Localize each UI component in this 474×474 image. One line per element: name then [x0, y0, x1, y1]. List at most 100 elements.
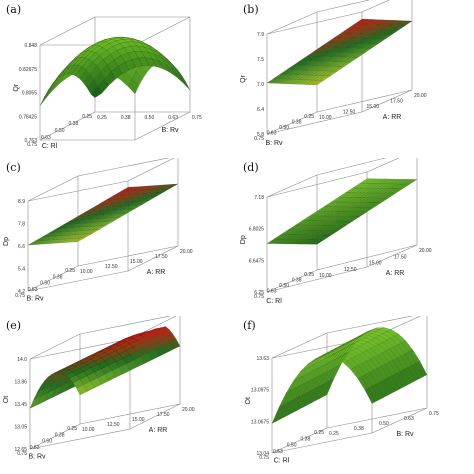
x-tick-label: 17.50: [155, 254, 168, 260]
surface: [266, 18, 413, 86]
y-tick-label: 0.38: [292, 120, 302, 126]
z-axis-title: Dp: [3, 237, 10, 246]
box-edge: [271, 427, 328, 454]
box-edge: [266, 266, 368, 293]
x-tick-label: 0.38: [354, 426, 364, 432]
x-tick-label: 0.75: [192, 115, 202, 121]
x-tick-label: 0.63: [168, 115, 178, 121]
x-tick-label: 12.50: [343, 110, 356, 116]
surface-cell: [179, 75, 191, 91]
z-axis-title: Ot: [245, 397, 252, 404]
panel-label: (e): [6, 319, 21, 332]
z-tick-label: 0.763: [24, 138, 37, 144]
box-edge: [127, 245, 179, 272]
box-edge: [77, 245, 179, 267]
box-edge: [371, 407, 428, 434]
y-axis-title: C: Rl: [274, 458, 290, 465]
z-tick-label: 7.5: [257, 57, 264, 63]
x-tick-label: 20.00: [180, 249, 193, 255]
surface-cell: [163, 183, 175, 189]
y-tick-label: 0.63: [273, 449, 283, 455]
surface-cell: [120, 186, 132, 192]
y-tick-label: 0.75: [254, 136, 264, 142]
box-edge: [271, 432, 373, 454]
x-tick-label: 0.25: [329, 431, 339, 437]
y-tick-label: 0.63: [30, 445, 40, 451]
box-edge: [29, 423, 81, 450]
panel-label: (c): [6, 161, 21, 174]
x-tick-label: 20.00: [182, 407, 195, 413]
y-tick-label: 0.38: [53, 274, 63, 280]
box-edge: [266, 11, 318, 35]
y-ticks: 0.250.380.500.630.75: [15, 268, 75, 299]
box-edge: [266, 269, 318, 293]
y-tick-label: 0.25: [82, 114, 92, 120]
x-tick-label: 10.00: [82, 427, 95, 433]
x-tick-label: 12.50: [107, 422, 120, 428]
surface-plot-b: (b) 5.8 6.4 7.0 7.5 7.9 10.00 12.50 15.00 17.50 20…: [240, 0, 427, 147]
x-axis-title: A: RR: [149, 427, 168, 434]
y-tick-label: 0.75: [27, 142, 37, 148]
box-edge: [361, 89, 413, 113]
box-edge: [79, 316, 172, 335]
z-tick-label: 0.82675: [19, 67, 37, 73]
surface: [27, 183, 179, 246]
x-tick-label: 10.00: [319, 115, 332, 121]
x-tick-label: 15.00: [367, 104, 380, 110]
x-tick-label: 20.00: [419, 248, 432, 254]
z-axis-title: Ot: [3, 396, 10, 403]
surface-cell: [380, 379, 392, 396]
z-tick-label: 7.0: [257, 82, 264, 88]
y-ticks: 0.250.380.500.630.75: [27, 114, 92, 148]
x-tick-label: 17.50: [157, 412, 170, 418]
x-ticks: 10.00 12.50 15.00 17.50 20.00: [82, 407, 195, 433]
z-tick-label: 13.86: [14, 380, 27, 386]
panel-label: (d): [243, 161, 259, 174]
box-edge: [27, 270, 129, 292]
z-tick-label: 0.848: [24, 43, 37, 49]
z-ticks: 13.04 13.0675 13.0975 13.63: [251, 356, 269, 457]
box-edge: [316, 158, 387, 176]
y-tick-label: 0.50: [279, 283, 289, 289]
y-tick-label: 0.38: [292, 278, 302, 284]
box-edge: [266, 171, 368, 198]
panel-label: (f): [243, 319, 256, 332]
x-tick-label: 0.50: [145, 115, 155, 121]
box-edge: [266, 11, 363, 35]
z-tick-label: 6.25: [254, 290, 264, 296]
z-ticks: 0.763 0.78425 0.8055 0.82675 0.848: [19, 43, 37, 144]
surface-cell: [154, 326, 166, 331]
z-tick-label: 13.0675: [251, 419, 269, 425]
z-axis-title: Dp: [240, 235, 247, 244]
y-tick-label: 0.50: [40, 281, 50, 287]
box-edge: [134, 16, 191, 46]
box-edge: [266, 111, 363, 135]
y-axis-title: B: Rv: [26, 296, 44, 303]
x-tick-label: 0.63: [404, 416, 414, 422]
box-edge: [27, 265, 79, 292]
box-edge: [326, 407, 428, 429]
z-tick-label: 7.18: [254, 195, 264, 201]
surface-cell: [405, 179, 418, 185]
surface-cell: [167, 183, 179, 189]
z-tick-label: 6.6: [18, 244, 25, 250]
y-ticks: 0.250.380.500.630.75: [254, 114, 314, 142]
box-edge: [27, 180, 129, 202]
box-edge: [129, 403, 181, 430]
box-edge: [366, 244, 418, 268]
box-edge: [316, 244, 418, 271]
y-tick-label: 0.63: [28, 287, 38, 293]
y-tick-label: 0.38: [55, 432, 65, 438]
y-ticks: 0.250.380.500.630.75: [259, 430, 324, 461]
box-edge: [266, 111, 318, 135]
box-edge: [361, 0, 391, 13]
z-axis-title: Qr: [240, 74, 247, 82]
box-edge: [39, 111, 96, 141]
panel-d: (d) 6.25 6.6475 6.8025 7.18 10.00 12.50 15.00 17…: [237, 158, 474, 316]
x-tick-label: 20.00: [414, 93, 427, 99]
panel-f: (f) 13.04 13.0675 13.0975 13.63 0.25 0.38 0.50 0…: [237, 316, 474, 474]
z-tick-label: 12.65: [14, 447, 27, 453]
surface-cell: [411, 362, 424, 380]
y-tick-label: 0.25: [304, 272, 314, 278]
x-tick-label: 15.00: [132, 417, 145, 423]
